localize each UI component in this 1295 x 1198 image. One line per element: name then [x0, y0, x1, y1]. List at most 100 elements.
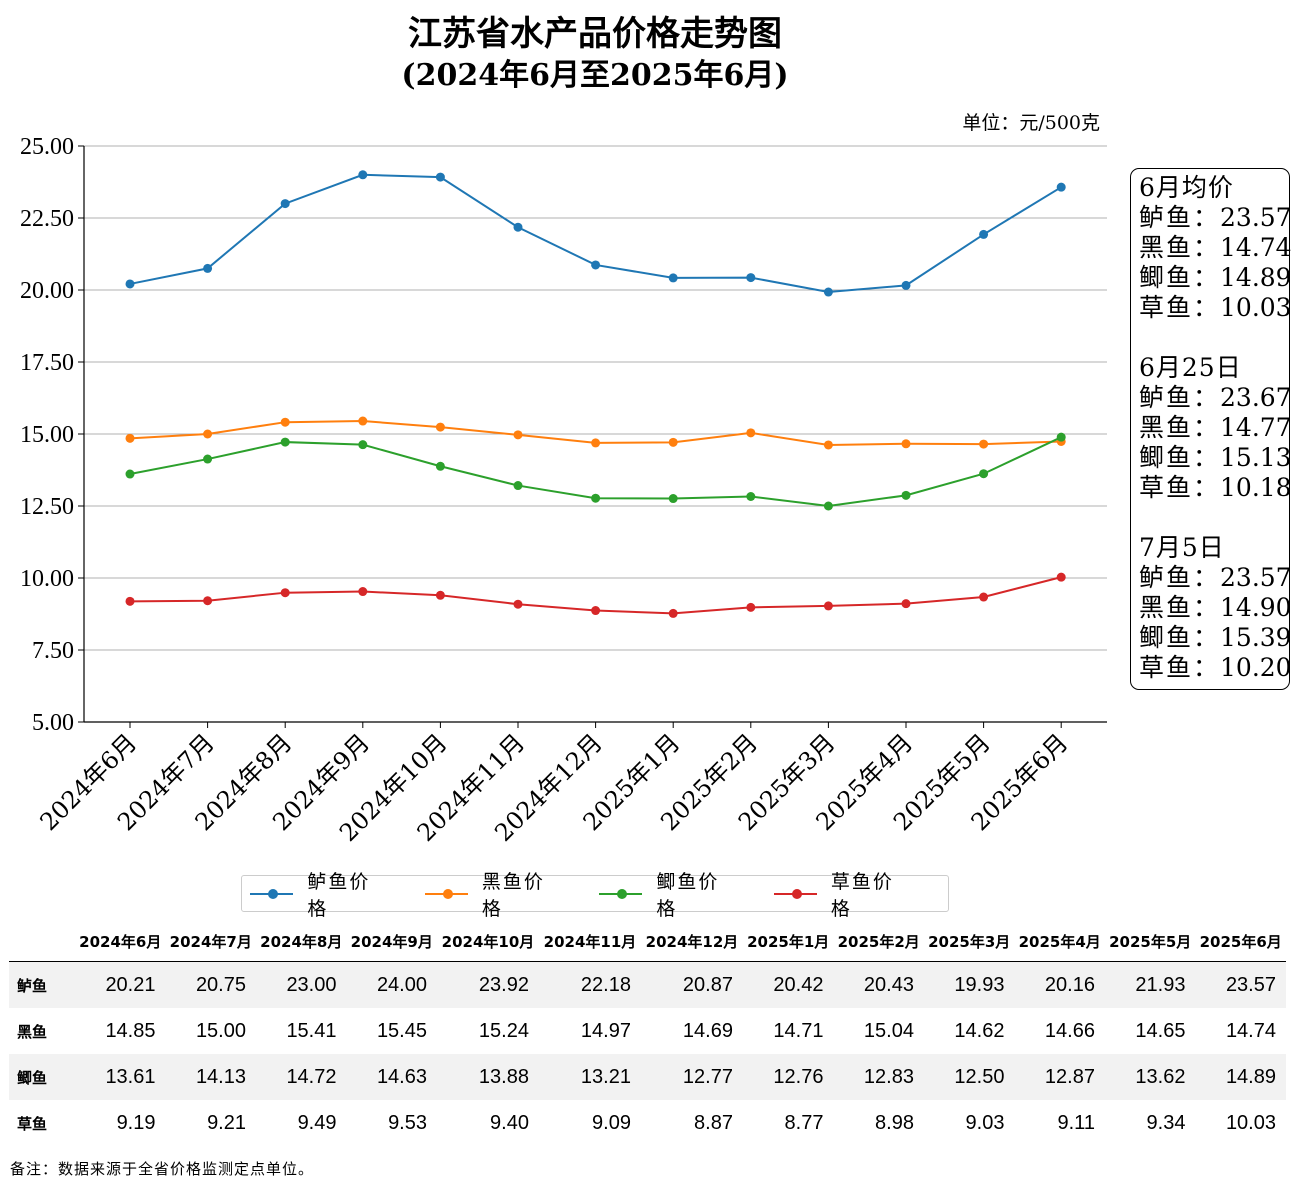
table-cell: 23.57: [1195, 961, 1286, 1008]
table-row-header: 鲫鱼: [9, 1054, 75, 1100]
table-cell: 12.50: [923, 1054, 1015, 1100]
info-price: 14.77: [1220, 413, 1292, 442]
info-group: 6月25日 鲈鱼： 23.67 黑鱼： 14.77 鲫鱼： 15.13 草鱼： 10.18: [1139, 353, 1292, 503]
series-鲈鱼: [125, 170, 1066, 297]
table-row-header: 鲈鱼: [9, 961, 75, 1008]
x-axis-ticks: 2024年6月2024年7月2024年8月2024年9月2024年10月2024…: [35, 722, 1073, 847]
table-column-header: 2024年11月: [538, 921, 641, 962]
info-fish-name: 黑鱼：: [1139, 413, 1221, 442]
y-tick-label: 17.50: [20, 350, 74, 376]
info-row: 鲈鱼： 23.57: [1139, 563, 1292, 593]
data-point: [280, 588, 290, 598]
info-price: 10.18: [1220, 473, 1292, 502]
table-corner: [9, 921, 75, 962]
y-tick-label: 25.00: [20, 134, 74, 160]
table-cell: 14.89: [1195, 1054, 1286, 1100]
table-cell: 13.21: [538, 1054, 641, 1100]
y-tick-label: 10.00: [20, 566, 74, 592]
info-price: 15.39: [1220, 623, 1292, 652]
info-price: 23.67: [1220, 383, 1292, 412]
legend-label: 鲫鱼价格: [656, 870, 720, 920]
table-column-header: 2024年9月: [346, 921, 437, 962]
data-point: [203, 263, 213, 273]
legend-swatch-icon: [599, 887, 643, 901]
data-point: [203, 429, 213, 439]
table-cell: 9.40: [490, 1111, 529, 1134]
table-cell: 9.11: [1057, 1111, 1095, 1134]
table-cell: 15.24: [478, 1019, 529, 1042]
info-group-title: 7月5日: [1139, 533, 1225, 562]
info-fish-name: 鲫鱼：: [1139, 443, 1221, 472]
data-point: [823, 501, 833, 511]
grid-lines: [84, 145, 1107, 723]
info-fish-name: 鲈鱼：: [1139, 563, 1221, 592]
table-cell: 15.00: [195, 1019, 246, 1042]
info-group-title: 6月均价: [1139, 173, 1234, 202]
table-column-header: 2025年4月: [1014, 921, 1105, 962]
series-鲫鱼: [125, 432, 1066, 511]
info-price: 14.74: [1220, 233, 1292, 262]
table-row: 黑鱼 14.85 15.00 15.41 15.45 15.24 14.97 14.69 14.…: [9, 1008, 1286, 1054]
table-cell: 14.85: [105, 1019, 156, 1042]
table-cell: 12.77: [640, 1054, 743, 1100]
table-column-header: 2025年2月: [833, 921, 924, 962]
info-price: 23.57: [1220, 563, 1292, 592]
table-cell: 20.16: [1014, 961, 1105, 1008]
data-point: [1056, 432, 1066, 442]
data-point: [668, 608, 678, 618]
data-point: [668, 273, 678, 283]
table-cell: 9.49: [297, 1111, 337, 1134]
data-point: [591, 493, 601, 503]
data-point: [203, 454, 213, 464]
legend-label: 黑鱼价格: [481, 870, 545, 920]
data-point: [280, 417, 290, 427]
data-point: [591, 438, 601, 448]
data-point: [979, 229, 989, 239]
table-cell: 23.92: [437, 961, 539, 1008]
data-point: [1056, 572, 1066, 582]
info-row: 鲫鱼： 15.13: [1139, 443, 1292, 473]
info-row: 黑鱼： 14.74: [1139, 233, 1292, 263]
data-point: [358, 170, 368, 180]
data-point: [435, 590, 445, 600]
legend-item: 鲫鱼价格: [599, 867, 736, 921]
table-cell: 9.21: [207, 1111, 246, 1134]
data-point: [125, 596, 135, 606]
table-column-header: 2024年7月: [165, 921, 256, 962]
y-tick-label: 7.50: [32, 638, 74, 664]
info-fish-name: 鲫鱼：: [1139, 623, 1221, 652]
info-group-title: 6月25日: [1139, 353, 1242, 382]
data-point: [901, 599, 911, 609]
data-point: [901, 439, 911, 449]
table-cell: 9.34: [1146, 1111, 1186, 1134]
table-cell: 15.04: [863, 1019, 914, 1042]
table-cell: 12.76: [742, 1054, 834, 1100]
data-point: [823, 601, 833, 611]
data-point: [1056, 182, 1066, 192]
table-cell: 21.93: [1104, 961, 1196, 1008]
data-point: [435, 172, 445, 182]
price-info-box: 6月均价 鲈鱼： 23.57 黑鱼： 14.74 鲫鱼： 14.89 草鱼： 10.03 6月25…: [1130, 168, 1292, 690]
data-point: [513, 430, 523, 440]
info-row: 黑鱼： 14.77: [1139, 413, 1292, 443]
info-price: 14.89: [1220, 263, 1292, 292]
data-point: [203, 596, 213, 606]
table-cell: 22.18: [538, 961, 641, 1008]
table-cell: 10.03: [1225, 1111, 1276, 1134]
table-cell: 8.87: [694, 1111, 733, 1134]
table-cell: 14.97: [580, 1019, 631, 1042]
data-point: [280, 437, 290, 447]
data-point: [358, 587, 368, 597]
table-cell: 9.19: [116, 1111, 156, 1134]
data-point: [280, 199, 290, 209]
table-cell: 23.00: [256, 961, 347, 1008]
info-price: 10.03: [1220, 293, 1292, 322]
info-fish-name: 鲈鱼：: [1139, 383, 1221, 412]
legend-swatch-icon: [250, 887, 294, 901]
info-fish-name: 草鱼：: [1139, 653, 1221, 682]
info-fish-name: 黑鱼：: [1139, 233, 1221, 262]
info-group: 6月均价 鲈鱼： 23.57 黑鱼： 14.74 鲫鱼： 14.89 草鱼： 10.03: [1139, 173, 1292, 323]
table-cell: 8.98: [875, 1111, 914, 1134]
data-point: [979, 439, 989, 449]
data-point: [823, 440, 833, 450]
